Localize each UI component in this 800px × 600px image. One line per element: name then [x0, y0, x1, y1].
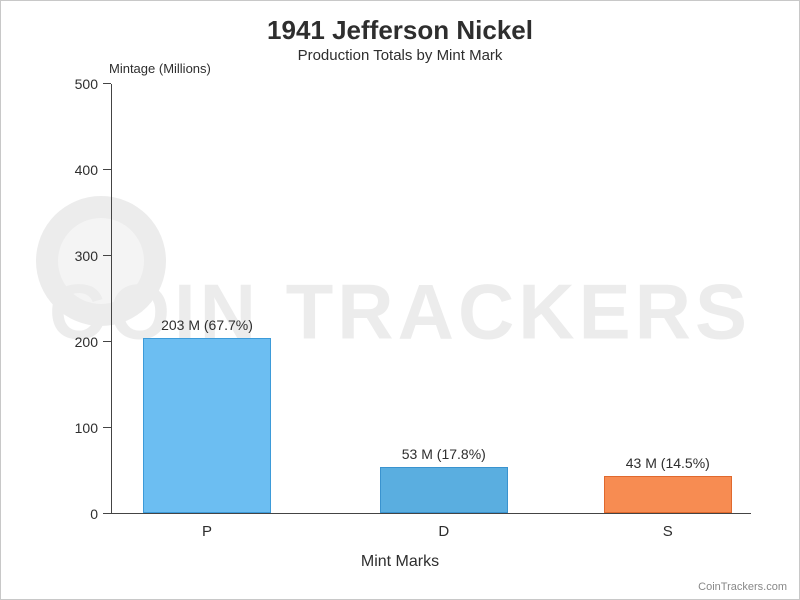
- chart-title: 1941 Jefferson Nickel: [1, 15, 799, 46]
- y-tick-label: 100: [56, 420, 98, 436]
- y-tick-label: 500: [56, 76, 98, 92]
- y-tick-label: 0: [56, 506, 98, 522]
- x-axis-label: Mint Marks: [1, 553, 799, 571]
- y-tick-label: 400: [56, 162, 98, 178]
- bar-d: 53 M (17.8%): [380, 467, 508, 513]
- y-tick: [103, 169, 111, 170]
- x-tick-label: D: [438, 523, 449, 540]
- bar-s: 43 M (14.5%): [604, 476, 732, 513]
- plot-area: 0100200300400500203 M (67.7%)P53 M (17.8…: [111, 84, 751, 514]
- y-axis: [111, 84, 112, 514]
- x-tick-label: S: [663, 523, 673, 540]
- bar-label: 43 M (14.5%): [626, 455, 710, 477]
- bar-p: 203 M (67.7%): [143, 338, 271, 513]
- y-tick-label: 300: [56, 248, 98, 264]
- y-tick: [103, 341, 111, 342]
- y-tick: [103, 427, 111, 428]
- bar-label: 203 M (67.7%): [161, 317, 253, 339]
- y-tick: [103, 513, 111, 514]
- x-tick-label: P: [202, 523, 212, 540]
- bar-label: 53 M (17.8%): [402, 446, 486, 468]
- y-tick-label: 200: [56, 334, 98, 350]
- x-axis: [111, 513, 751, 514]
- y-axis-label: Mintage (Millions): [109, 61, 211, 76]
- attribution-text: CoinTrackers.com: [698, 581, 787, 593]
- y-tick: [103, 255, 111, 256]
- y-tick: [103, 83, 111, 84]
